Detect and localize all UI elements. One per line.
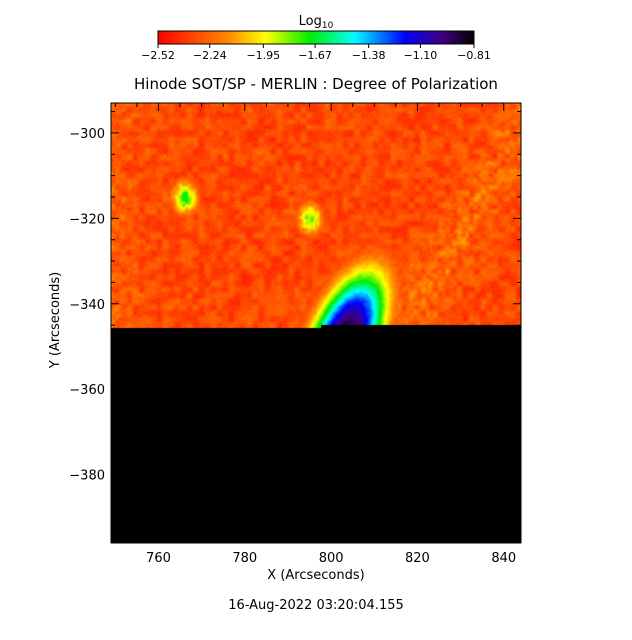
y-axis-ticks: −300 −320 −340 −360 −380 (69, 111, 521, 540)
colorbar-tick-label: −1.38 (352, 49, 386, 62)
x-tick-label: 840 (491, 551, 516, 566)
y-tick-label: −380 (69, 469, 105, 484)
x-tick-label: 780 (232, 551, 257, 566)
y-tick-label: −360 (69, 383, 105, 398)
colorbar: Log10 −2.52 −2.24 −1.95 −1.67 −1.38 −1.10 −0.8… (141, 14, 491, 62)
x-tick-label: 760 (146, 551, 171, 566)
timestamp: 16-Aug-2022 03:20:04.155 (228, 598, 404, 613)
x-axis-label: X (Arcseconds) (267, 568, 364, 583)
x-axis-ticks: 760 780 800 820 840 (114, 103, 516, 566)
heatmap-image (111, 103, 521, 543)
y-tick-label: −320 (69, 212, 105, 227)
colorbar-tick-label: −2.52 (141, 49, 175, 62)
colorbar-label: Log10 (299, 14, 334, 31)
y-tick-label: −300 (69, 127, 105, 142)
y-axis-label: Y (Arcseconds) (48, 272, 63, 369)
x-tick-label: 820 (405, 551, 430, 566)
colorbar-tick-label: −0.81 (457, 49, 491, 62)
chart-title: Hinode SOT/SP - MERLIN : Degree of Polar… (134, 75, 498, 93)
colorbar-ticks: −2.52 −2.24 −1.95 −1.67 −1.38 −1.10 −0.81 (141, 44, 491, 62)
heatmap-plot: 760 780 800 820 840 −300 −320 −340 −360 −380 (69, 102, 522, 566)
colorbar-tick-label: −1.67 (298, 49, 332, 62)
x-tick-label: 800 (319, 551, 344, 566)
colorbar-tick-label: −1.10 (404, 49, 438, 62)
colorbar-tick-label: −2.24 (193, 49, 227, 62)
colorbar-tick-label: −1.95 (246, 49, 280, 62)
colorbar-gradient (157, 30, 475, 45)
y-tick-label: −340 (69, 298, 105, 313)
plot-frame (110, 102, 522, 544)
